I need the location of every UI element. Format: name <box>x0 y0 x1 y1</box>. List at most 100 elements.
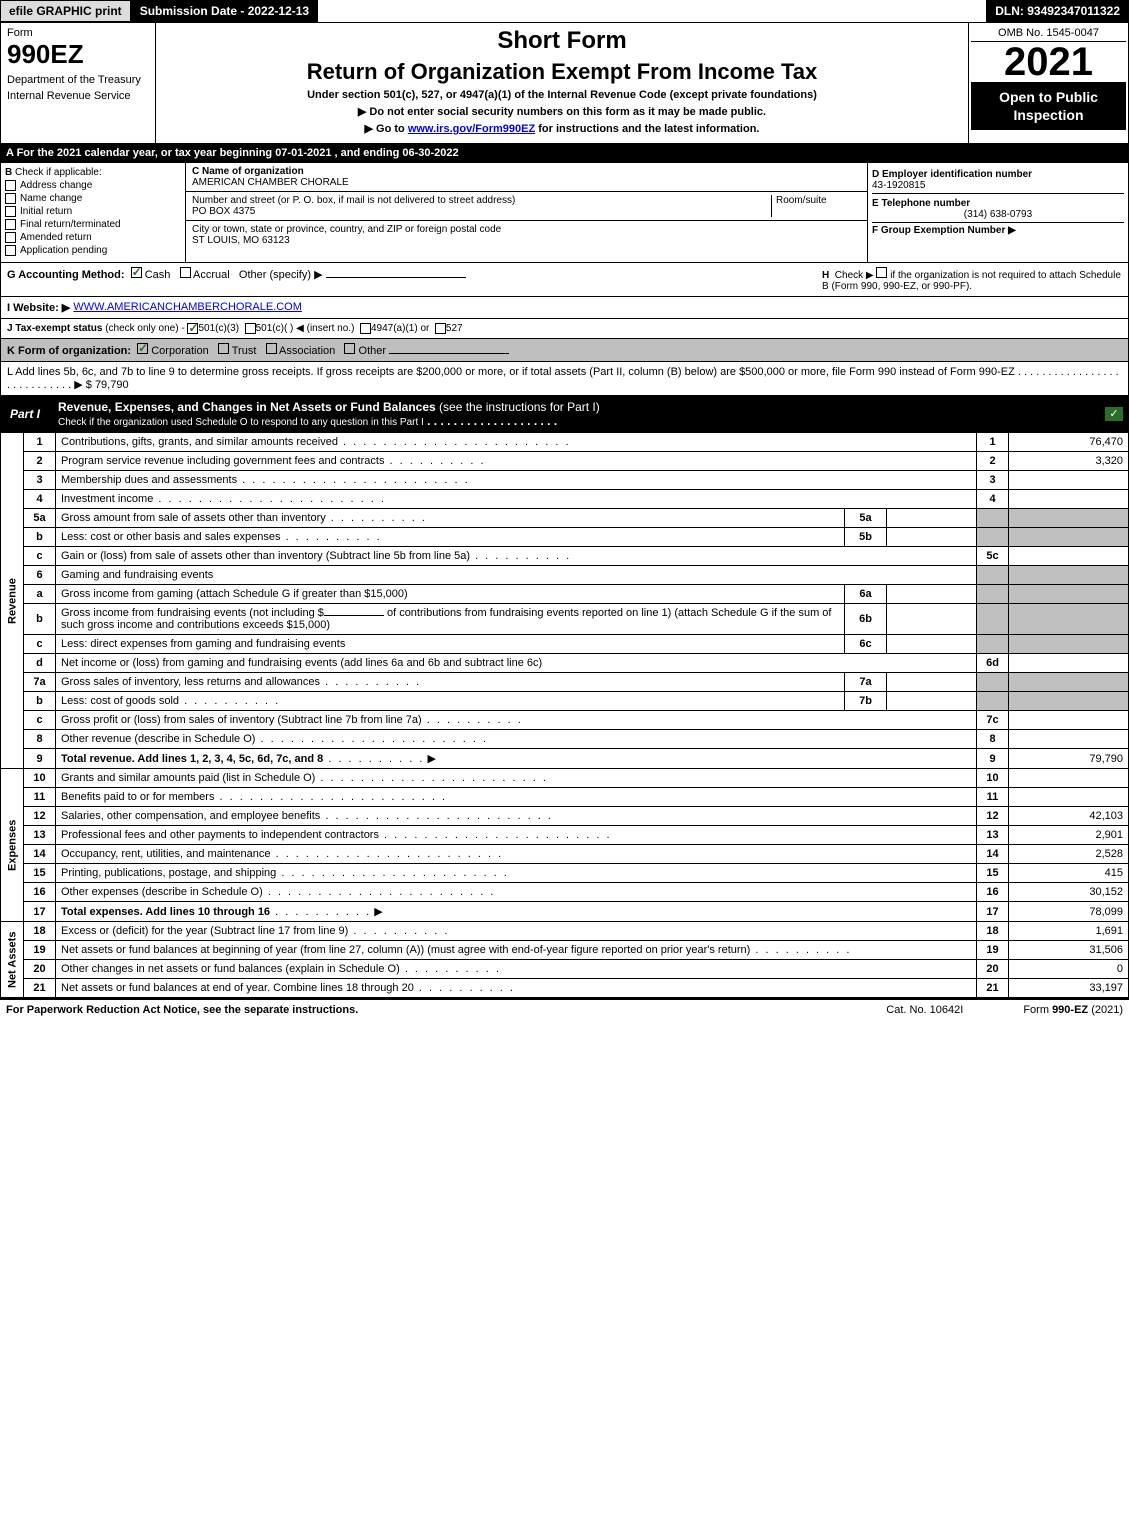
line-amount: 3,320 <box>1009 452 1129 471</box>
line-amount: 2,528 <box>1009 845 1129 864</box>
line-ref: 16 <box>977 883 1009 902</box>
checkbox-icon[interactable] <box>5 206 16 217</box>
line-amount-grey <box>1009 585 1129 604</box>
checkbox-icon[interactable] <box>876 267 887 278</box>
checkbox-checked-icon[interactable] <box>187 323 198 334</box>
checkbox-icon[interactable] <box>5 245 16 256</box>
part-1-sub: (see the instructions for Part I) <box>439 400 600 414</box>
checkbox-icon[interactable] <box>435 323 446 334</box>
table-row: Revenue 1 Contributions, gifts, grants, … <box>1 433 1129 452</box>
d-label: D Employer identification number <box>872 169 1124 180</box>
checkbox-icon[interactable] <box>5 232 16 243</box>
f-arrow: ▶ <box>1008 225 1016 236</box>
c-name-label: C Name of organization <box>192 166 861 177</box>
checkbox-icon[interactable] <box>266 343 277 354</box>
line-ref-grey <box>977 585 1009 604</box>
checkbox-icon[interactable] <box>5 180 16 191</box>
sub-ref: 6c <box>845 635 887 654</box>
line-amount <box>1009 471 1129 490</box>
c-city-block: City or town, state or province, country… <box>186 221 867 249</box>
line-num: c <box>24 547 56 566</box>
inst2-post: for instructions and the latest informat… <box>535 123 759 135</box>
line-ref: 20 <box>977 960 1009 979</box>
checkbox-icon[interactable] <box>180 267 191 278</box>
e-block: E Telephone number (314) 638-0793 <box>872 196 1124 223</box>
sub-ref: 5b <box>845 528 887 547</box>
table-row: 9 Total revenue. Add lines 1, 2, 3, 4, 5… <box>1 749 1129 769</box>
line-num: 15 <box>24 864 56 883</box>
line-num: b <box>24 692 56 711</box>
schedule-o-check-icon[interactable]: ✓ <box>1105 407 1123 421</box>
sub-ref: 6b <box>845 604 887 635</box>
checkbox-icon[interactable] <box>5 219 16 230</box>
submission-date: Submission Date - 2022-12-13 <box>131 0 318 22</box>
k-other: Other <box>359 345 387 357</box>
line-desc: Net assets or fund balances at end of ye… <box>56 979 977 998</box>
line-ref: 14 <box>977 845 1009 864</box>
table-row: 16 Other expenses (describe in Schedule … <box>1 883 1129 902</box>
irs-link[interactable]: www.irs.gov/Form990EZ <box>408 123 535 135</box>
line-desc: Less: cost of goods sold <box>56 692 845 711</box>
ein-value: 43-1920815 <box>872 180 1124 191</box>
line-num: 1 <box>24 433 56 452</box>
line-desc: Grants and similar amounts paid (list in… <box>56 769 977 788</box>
line-amount <box>1009 490 1129 509</box>
table-row: Net Assets 18 Excess or (deficit) for th… <box>1 922 1129 941</box>
line-desc: Less: direct expenses from gaming and fu… <box>56 635 845 654</box>
checkbox-icon[interactable] <box>344 343 355 354</box>
line-ref: 21 <box>977 979 1009 998</box>
part-1-check-line: Check if the organization used Schedule … <box>58 417 424 428</box>
line-g-h: G Accounting Method: Cash Accrual Other … <box>0 263 1129 297</box>
line-amount: 76,470 <box>1009 433 1129 452</box>
checkbox-icon[interactable] <box>245 323 256 334</box>
section-c: C Name of organization AMERICAN CHAMBER … <box>186 163 868 262</box>
website-link[interactable]: WWW.AMERICANCHAMBERCHORALE.COM <box>73 301 302 314</box>
line-i: I Website: ▶ WWW.AMERICANCHAMBERCHORALE.… <box>0 297 1129 319</box>
b-amended-return: Amended return <box>5 232 181 243</box>
line-ref-grey <box>977 566 1009 585</box>
sub-ref: 7a <box>845 673 887 692</box>
dept-treasury: Department of the Treasury <box>7 74 149 86</box>
table-row: c Gain or (loss) from sale of assets oth… <box>1 547 1129 566</box>
line-num: 2 <box>24 452 56 471</box>
checkbox-icon[interactable] <box>5 193 16 204</box>
b-label: B Check if applicable: <box>5 167 181 178</box>
table-row: 12 Salaries, other compensation, and emp… <box>1 807 1129 826</box>
line-ref: 18 <box>977 922 1009 941</box>
line-amount-grey <box>1009 692 1129 711</box>
line-amount: 78,099 <box>1009 902 1129 922</box>
d-block: D Employer identification number 43-1920… <box>872 167 1124 194</box>
part-1-table: Revenue 1 Contributions, gifts, grants, … <box>0 432 1129 998</box>
sub-amount <box>887 604 977 635</box>
line-desc: Salaries, other compensation, and employ… <box>56 807 977 826</box>
return-title: Return of Organization Exempt From Incom… <box>166 59 958 85</box>
j-4947: 4947(a)(1) or <box>371 323 429 334</box>
checkbox-icon[interactable] <box>360 323 371 334</box>
table-row: 14 Occupancy, rent, utilities, and maint… <box>1 845 1129 864</box>
line-amount <box>1009 769 1129 788</box>
checkbox-checked-icon[interactable] <box>137 343 148 354</box>
table-row: b Gross income from fundraising events (… <box>1 604 1129 635</box>
room-suite-label: Room/suite <box>771 195 861 217</box>
line-num: 8 <box>24 730 56 749</box>
line-amount: 415 <box>1009 864 1129 883</box>
table-row: 3 Membership dues and assessments 3 <box>1 471 1129 490</box>
k-other-blank <box>389 353 509 354</box>
line-desc: Benefits paid to or for members <box>56 788 977 807</box>
checkbox-icon[interactable] <box>218 343 229 354</box>
line-l: L Add lines 5b, 6c, and 7b to line 9 to … <box>0 362 1129 396</box>
sub-ref: 5a <box>845 509 887 528</box>
g-other-blank <box>326 277 466 278</box>
line-ref: 9 <box>977 749 1009 769</box>
line-desc: Net assets or fund balances at beginning… <box>56 941 977 960</box>
line-amount: 42,103 <box>1009 807 1129 826</box>
table-row: 8 Other revenue (describe in Schedule O)… <box>1 730 1129 749</box>
org-name: AMERICAN CHAMBER CHORALE <box>192 177 861 188</box>
checkbox-checked-icon[interactable] <box>131 267 142 278</box>
l-text: L Add lines 5b, 6c, and 7b to line 9 to … <box>7 366 1015 378</box>
e-label: E Telephone number <box>872 198 1124 209</box>
line-ref: 8 <box>977 730 1009 749</box>
line-desc: Gaming and fundraising events <box>56 566 977 585</box>
line-ref: 7c <box>977 711 1009 730</box>
line-ref-grey <box>977 692 1009 711</box>
